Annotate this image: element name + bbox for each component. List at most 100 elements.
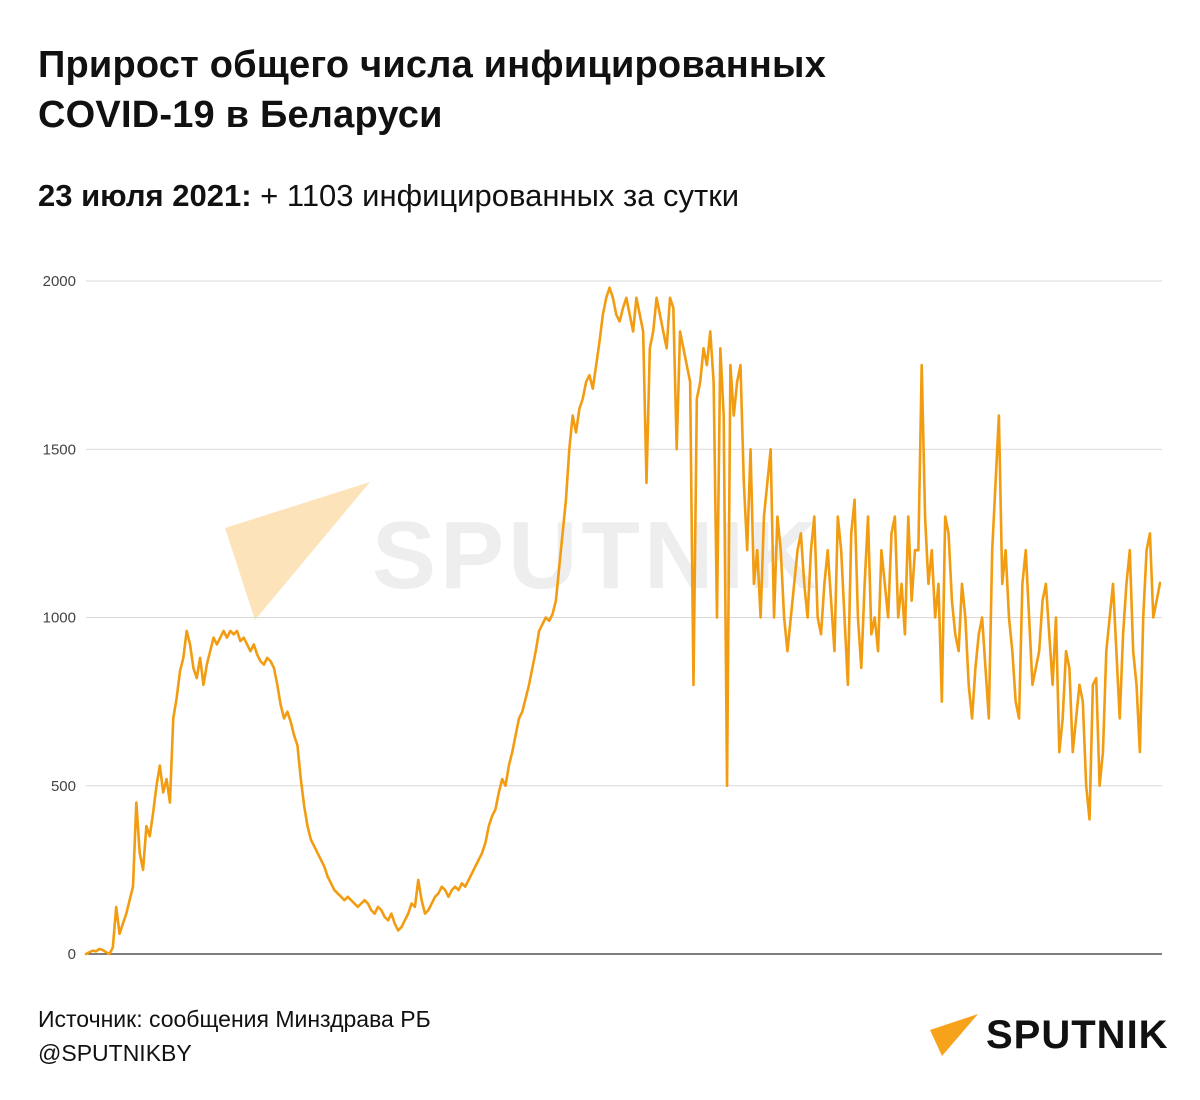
data-point — [930, 549, 933, 551]
data-point — [1085, 784, 1087, 787]
subtitle-date: 23 июля 2021: — [38, 178, 252, 213]
data-point — [316, 852, 319, 854]
data-point — [756, 549, 759, 551]
data-point — [340, 895, 342, 898]
data-point — [625, 297, 628, 299]
sputnik-watermark: SPUTNIK — [225, 482, 821, 620]
data-point — [293, 734, 295, 737]
data-point — [289, 721, 292, 723]
data-point — [910, 599, 913, 602]
data-point — [847, 684, 849, 686]
data-point — [860, 667, 863, 669]
data-point — [273, 667, 275, 669]
data-point — [209, 650, 211, 652]
data-point — [390, 912, 393, 915]
data-point — [440, 885, 443, 888]
data-point — [477, 858, 480, 861]
data-point — [877, 650, 879, 652]
data-point — [696, 397, 698, 400]
data-point — [581, 397, 584, 400]
data-point — [904, 633, 906, 636]
data-point — [712, 381, 715, 383]
title-line-1: Прирост общего числа инфицированных — [38, 44, 827, 86]
data-point — [800, 532, 802, 535]
data-point — [659, 313, 661, 316]
data-point — [98, 948, 101, 950]
data-point — [602, 313, 604, 316]
data-point — [773, 616, 775, 619]
data-point — [920, 364, 923, 366]
data-point — [162, 791, 164, 794]
data-point — [232, 633, 235, 636]
data-point — [1011, 650, 1014, 652]
data-point — [333, 889, 336, 891]
data-point — [189, 643, 191, 646]
data-point — [343, 899, 346, 901]
data-point — [269, 660, 272, 663]
data-point — [810, 549, 812, 551]
data-point — [941, 700, 943, 703]
data-point — [336, 892, 339, 895]
data-point — [873, 616, 876, 619]
data-point — [1128, 549, 1131, 551]
data-point — [833, 650, 836, 652]
data-point — [561, 532, 564, 535]
data-point — [195, 677, 198, 679]
data-point — [1078, 684, 1081, 686]
data-point — [726, 784, 728, 787]
subtitle: 23 июля 2021: + 1103 инфицированных за с… — [38, 177, 739, 215]
data-point — [1065, 650, 1067, 652]
data-point — [1125, 583, 1128, 585]
data-point — [498, 791, 500, 794]
data-point — [843, 616, 846, 619]
data-point — [605, 297, 608, 299]
data-point — [645, 482, 648, 484]
data-point — [467, 879, 470, 881]
data-point — [1112, 583, 1114, 585]
data-point — [739, 364, 742, 366]
series-line — [84, 286, 1162, 956]
data-point — [1122, 633, 1124, 636]
data-point — [222, 630, 225, 632]
data-point — [669, 297, 671, 299]
data-point — [370, 909, 373, 912]
data-point — [1075, 717, 1077, 720]
data-point — [927, 583, 930, 585]
data-point — [377, 906, 379, 908]
data-point — [642, 330, 644, 333]
data-point — [1008, 616, 1010, 619]
data-point — [437, 892, 440, 895]
data-point — [407, 912, 410, 915]
data-point — [108, 953, 111, 955]
data-point — [699, 381, 701, 383]
data-point — [837, 515, 839, 518]
data-point — [155, 784, 158, 787]
data-point — [857, 616, 859, 619]
data-point — [702, 347, 705, 350]
data-point — [555, 599, 557, 602]
data-point — [947, 532, 950, 535]
data-point — [575, 431, 577, 434]
data-point — [306, 825, 309, 827]
data-point — [360, 902, 363, 905]
title-line-2: COVID-19 в Беларуси — [38, 94, 443, 136]
data-point — [464, 885, 467, 888]
data-point — [313, 845, 316, 848]
data-point — [424, 912, 426, 915]
data-point — [598, 340, 601, 343]
subtitle-text: + 1103 инфицированных за сутки — [251, 178, 740, 213]
data-point — [783, 616, 785, 619]
data-point — [353, 902, 356, 905]
watermark-text: SPUTNIK — [372, 502, 821, 609]
data-point — [1159, 582, 1161, 584]
data-point — [994, 482, 997, 484]
data-point — [373, 912, 376, 915]
data-point — [753, 583, 755, 585]
data-point — [494, 808, 497, 811]
y-tick-label: 1500 — [43, 441, 76, 458]
sputnik-logo: SPUTNIK — [928, 1012, 1169, 1058]
data-point — [135, 801, 138, 804]
data-point — [112, 946, 114, 949]
data-point — [350, 899, 352, 901]
data-point — [1028, 616, 1030, 619]
